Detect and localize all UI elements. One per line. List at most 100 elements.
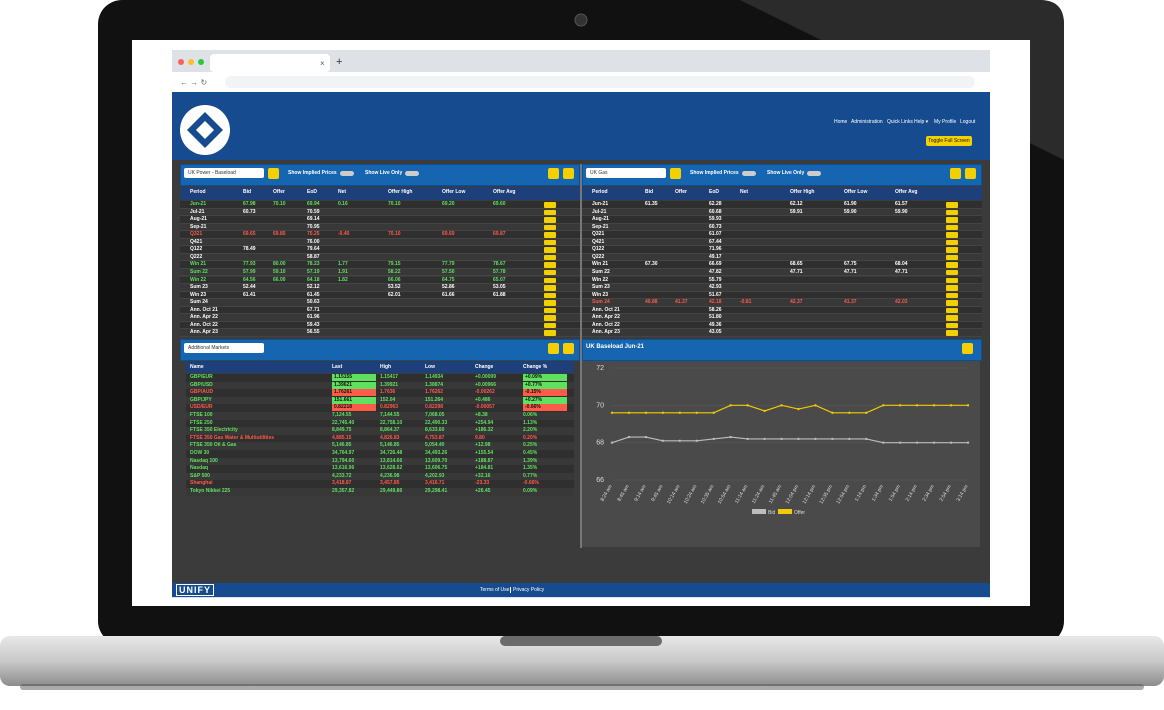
toggle-button[interactable]: Toggle Full Screen xyxy=(926,136,972,146)
table-cell: 59.90 xyxy=(844,208,857,215)
table-row xyxy=(180,314,580,322)
chart-icon-button[interactable] xyxy=(544,307,556,314)
table-row xyxy=(582,201,982,209)
chart-icon-button[interactable] xyxy=(946,322,958,329)
nav-link[interactable]: My Profile xyxy=(934,119,957,125)
expand-button[interactable] xyxy=(965,168,976,179)
chart-icon-button[interactable] xyxy=(946,202,958,208)
column-header: Period xyxy=(190,189,206,195)
nav-link[interactable]: Home xyxy=(834,119,848,125)
chart-icon-button[interactable] xyxy=(544,330,556,336)
nav-link[interactable]: Logout xyxy=(960,119,976,125)
chart-icon-button[interactable] xyxy=(544,262,556,268)
chart-icon-button[interactable] xyxy=(544,300,556,306)
chart-icon-button[interactable] xyxy=(544,247,556,253)
point xyxy=(898,441,902,444)
chart-icon-button[interactable] xyxy=(544,209,556,216)
chart-icon-button[interactable] xyxy=(544,224,556,231)
nav-link[interactable]: Help ▾ xyxy=(914,119,929,125)
chart-icon-button[interactable] xyxy=(946,285,958,291)
table-cell: Q222 xyxy=(592,253,605,260)
table-header xyxy=(582,187,982,200)
toggle-switch[interactable] xyxy=(405,171,419,176)
chart-icon-button[interactable] xyxy=(946,292,958,299)
expand-button[interactable] xyxy=(563,343,574,354)
table-cell: Tokyo Nikkei 225 xyxy=(190,488,231,494)
chart-icon-button[interactable] xyxy=(946,269,958,276)
point xyxy=(797,437,800,441)
chart-icon-button[interactable] xyxy=(946,209,958,216)
chart-icon-button[interactable] xyxy=(544,277,556,283)
table-cell: Win 21 xyxy=(190,261,207,268)
chart-icon-button[interactable] xyxy=(544,254,556,261)
table-cell: 78.67 xyxy=(493,261,506,268)
save-button[interactable] xyxy=(548,168,559,179)
chart-icon-button[interactable] xyxy=(544,269,556,276)
chart-icon-button[interactable] xyxy=(544,315,556,321)
table-cell: 62.01 xyxy=(388,291,401,298)
table-row xyxy=(180,208,580,217)
chart-icon-button[interactable] xyxy=(946,217,958,223)
select[interactable]: UK Power - Baseload xyxy=(184,168,264,178)
table-cell: 66.69 xyxy=(709,261,722,268)
chart-icon-button[interactable] xyxy=(946,315,958,321)
chart-icon-button[interactable] xyxy=(946,307,958,314)
point xyxy=(780,437,783,441)
toggle-switch[interactable] xyxy=(340,171,354,176)
select[interactable]: Additional Markets xyxy=(184,343,264,353)
percent-button[interactable] xyxy=(670,168,681,179)
chart-icon-button[interactable] xyxy=(946,247,958,253)
chart-icon-button[interactable] xyxy=(946,239,958,246)
table-row xyxy=(582,291,982,300)
nav-link[interactable]: Administration xyxy=(851,119,883,125)
table-row xyxy=(582,223,982,232)
chart-icon-button[interactable] xyxy=(544,322,556,329)
table-cell: 59.10 xyxy=(273,268,286,275)
table-cell: 34,764.97 xyxy=(332,450,355,456)
table-cell: 22,758.10 xyxy=(380,419,403,426)
chart-icon-button[interactable] xyxy=(544,217,556,223)
label: Show Implied Prices xyxy=(690,170,739,176)
chart-icon-button[interactable] xyxy=(946,330,958,336)
chart-icon-button[interactable] xyxy=(544,292,556,299)
footer-link[interactable]: Privacy Policy xyxy=(513,587,545,593)
table-cell: +0.00966 xyxy=(475,381,496,388)
table-row xyxy=(186,427,574,435)
percent-button[interactable] xyxy=(268,168,279,179)
point xyxy=(797,407,800,411)
table-cell: Q122 xyxy=(190,246,203,253)
chart-icon-button[interactable] xyxy=(946,262,958,268)
series-line xyxy=(611,436,968,444)
save-button[interactable] xyxy=(950,168,961,179)
chart-icon-button[interactable] xyxy=(946,232,958,238)
chart-icon-button[interactable] xyxy=(946,224,958,231)
table-cell: 151.661 xyxy=(332,396,376,404)
label: Show Implied Prices xyxy=(288,170,337,176)
nav-link[interactable]: Quick Links xyxy=(887,119,913,125)
chart-icon-button[interactable] xyxy=(946,300,958,306)
new-tab-button[interactable]: + xyxy=(336,56,343,68)
chart-icon-button[interactable] xyxy=(544,202,556,208)
chart-icon-button[interactable] xyxy=(946,254,958,261)
chart-menu-button[interactable] xyxy=(962,343,973,354)
column-header: Offer xyxy=(675,189,687,195)
table-cell: 70.10 xyxy=(388,201,401,207)
expand-button[interactable] xyxy=(563,168,574,179)
chart-icon-button[interactable] xyxy=(544,239,556,246)
point xyxy=(712,437,715,441)
toggle-switch[interactable] xyxy=(742,171,756,176)
table-cell: 60.68 xyxy=(709,208,722,215)
table-cell: -0.81 xyxy=(740,299,752,306)
toggle-switch[interactable] xyxy=(807,171,821,176)
footer-link[interactable]: Terms of Use xyxy=(480,587,510,593)
chart-icon-button[interactable] xyxy=(946,277,958,283)
select[interactable]: UK Gas xyxy=(586,168,666,178)
table-row xyxy=(180,261,580,269)
save-button[interactable] xyxy=(548,343,559,354)
table-row xyxy=(180,299,580,307)
chart-icon-button[interactable] xyxy=(544,232,556,238)
y-tick-label: 68 xyxy=(596,440,604,447)
chart-icon-button[interactable] xyxy=(544,285,556,291)
table-cell: 13,606.75 xyxy=(425,465,448,472)
table-cell: 79.64 xyxy=(307,246,320,253)
